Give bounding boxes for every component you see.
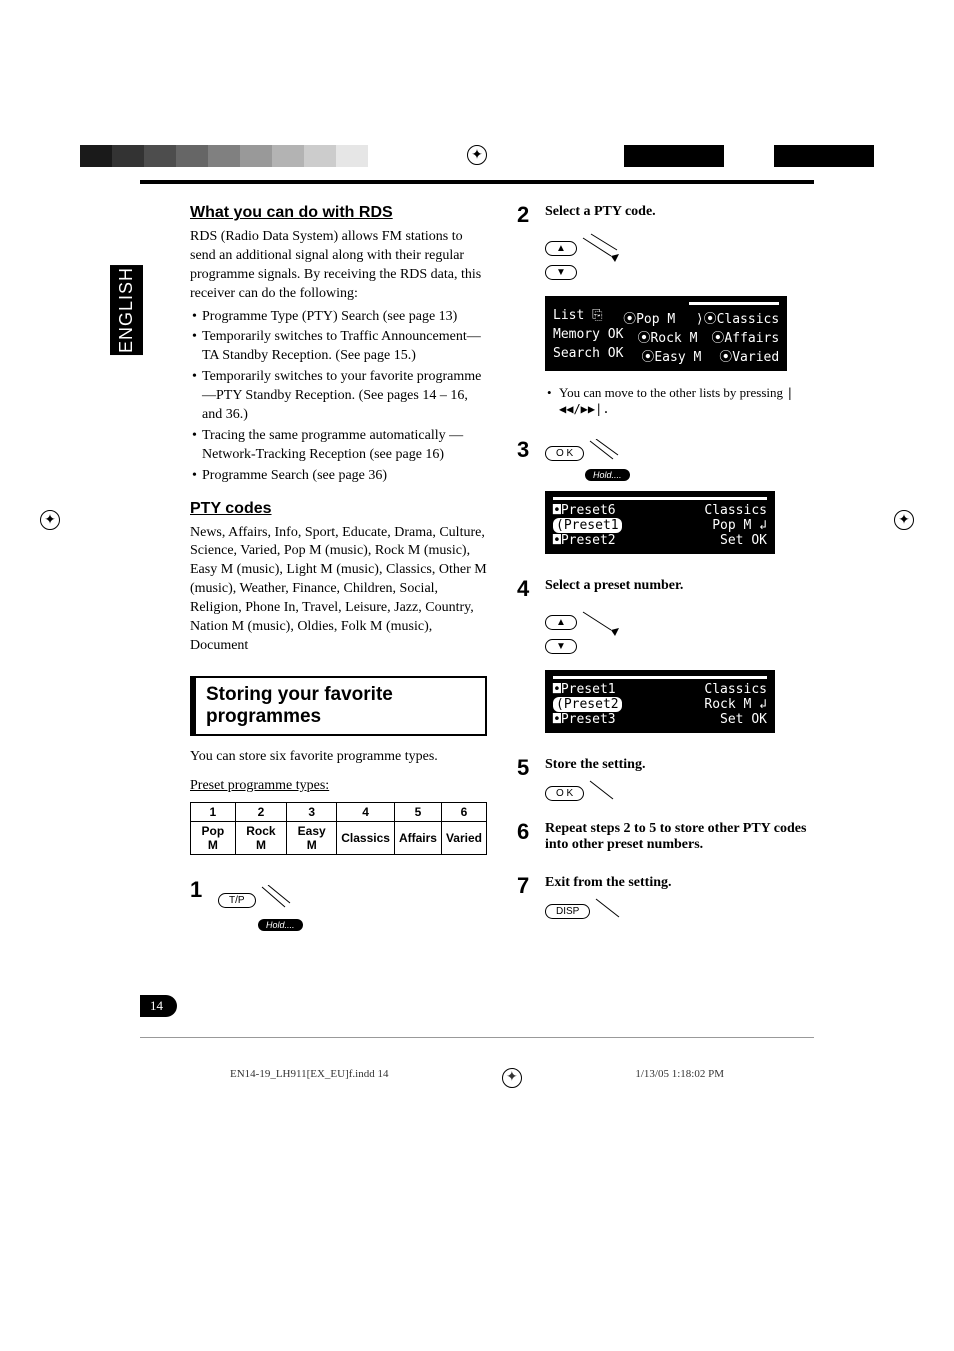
press-arrow-icon <box>594 897 634 923</box>
step-6-label: Repeat steps 2 to 5 to store other PTY c… <box>545 821 814 853</box>
ok-button[interactable]: O K <box>545 786 584 801</box>
step-2-label: Select a PTY code. <box>545 204 814 220</box>
press-arrow-icon <box>581 606 631 636</box>
rds-bullet: Tracing the same programme automatically… <box>190 427 487 465</box>
pty-codes-body: News, Affairs, Info, Sport, Educate, Dra… <box>190 524 487 656</box>
down-button[interactable]: ▼ <box>545 265 577 280</box>
press-arrow-icon <box>588 779 628 805</box>
ok-button[interactable]: O K <box>545 446 584 461</box>
storing-intro: You can store six favorite programme typ… <box>190 748 487 767</box>
rds-bullet-list: Programme Type (PTY) Search (see page 13… <box>190 308 487 486</box>
print-registration-marks: ✦ <box>0 145 954 175</box>
lcd-display-preset-2: ◘Preset1Classics(Preset2Rock M ↲◘Preset3… <box>545 670 775 733</box>
press-arrow-icon <box>588 439 628 465</box>
language-tab: ENGLISH <box>110 265 143 355</box>
hold-indicator: Hold.... <box>585 469 630 481</box>
step-4-number: 4 <box>517 578 535 600</box>
step-7-label: Exit from the setting. <box>545 875 814 891</box>
header-rule <box>140 180 814 184</box>
hold-indicator: Hold.... <box>258 919 303 931</box>
press-arrow-icon <box>581 232 631 262</box>
up-button[interactable]: ▲ <box>545 241 577 256</box>
registration-mark-icon: ✦ <box>40 510 60 530</box>
rds-bullet: Temporarily switches to your favorite pr… <box>190 368 487 425</box>
rds-bullet: Temporarily switches to Traffic Announce… <box>190 328 487 366</box>
step-4-label: Select a preset number. <box>545 578 814 594</box>
step-5-label: Store the setting. <box>545 757 814 773</box>
rds-section-title: What you can do with RDS <box>190 204 487 222</box>
step-1-number: 1 <box>190 879 208 901</box>
step-3-number: 3 <box>517 439 535 461</box>
registration-mark-icon: ✦ <box>467 145 487 165</box>
footer-filename: EN14-19_LH911[EX_EU]f.indd 14 <box>230 1068 388 1088</box>
rds-intro: RDS (Radio Data System) allows FM statio… <box>190 228 487 304</box>
registration-mark-icon: ✦ <box>894 510 914 530</box>
rds-bullet: Programme Type (PTY) Search (see page 13… <box>190 308 487 327</box>
step-2-number: 2 <box>517 204 535 226</box>
disp-button[interactable]: DISP <box>545 904 590 919</box>
lcd-display-preset-1: ◘Preset6Classics(Preset1Pop M ↲◘Preset2S… <box>545 491 775 554</box>
press-arrow-icon <box>260 885 300 915</box>
down-button[interactable]: ▼ <box>545 639 577 654</box>
page-number: 14 <box>140 995 177 1017</box>
storing-box-title: Storing your favorite programmes <box>190 676 487 736</box>
preset-table: 123456 Pop MRock MEasy MClassicsAffairsV… <box>190 802 487 855</box>
lcd-display-pty-list: List ⎘⦿Pop M⟩⦿ClassicsMemory OK⦿Rock M⦿A… <box>545 296 787 371</box>
step-7-number: 7 <box>517 875 535 897</box>
registration-mark-icon: ✦ <box>502 1068 522 1088</box>
rds-bullet: Programme Search (see page 36) <box>190 467 487 486</box>
preset-types-label: Preset programme types: <box>190 777 487 796</box>
up-button[interactable]: ▲ <box>545 615 577 630</box>
step-2-note: You can move to the other lists by press… <box>545 385 814 417</box>
step-5-number: 5 <box>517 757 535 779</box>
footer: EN14-19_LH911[EX_EU]f.indd 14 ✦ 1/13/05 … <box>140 1037 814 1128</box>
pty-codes-title: PTY codes <box>190 500 487 518</box>
tp-button[interactable]: T/P <box>218 893 256 908</box>
step-6-number: 6 <box>517 821 535 843</box>
footer-timestamp: 1/13/05 1:18:02 PM <box>635 1068 724 1088</box>
